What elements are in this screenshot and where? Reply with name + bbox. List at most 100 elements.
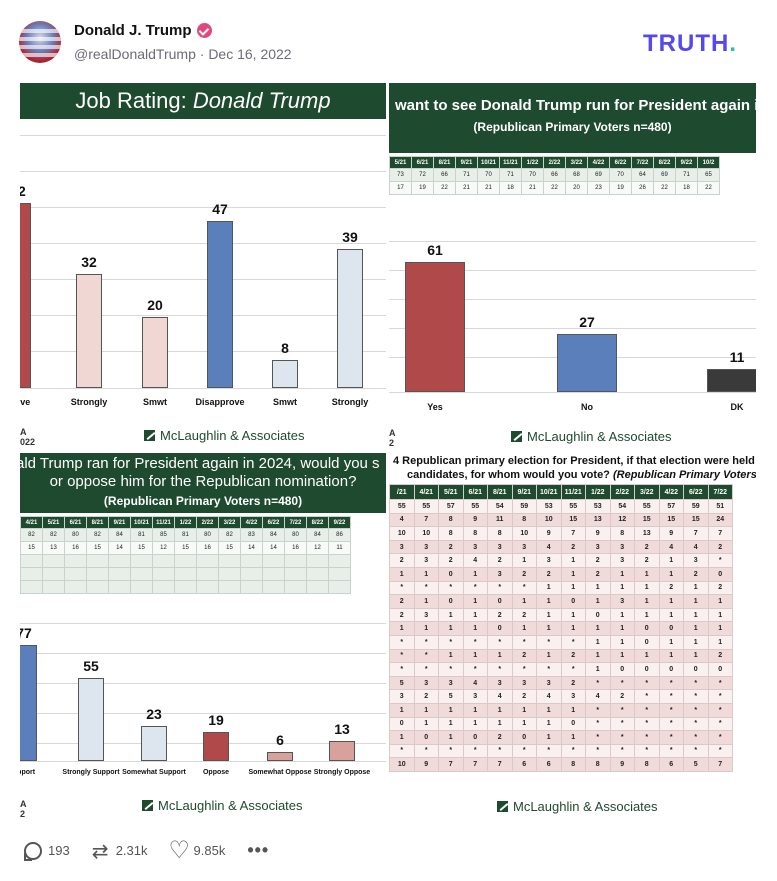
primary-cell: * [438, 580, 464, 596]
primary-cell: * [462, 662, 488, 677]
retruth-icon [92, 839, 110, 864]
trend-blank-cell [86, 554, 109, 568]
gridline [389, 299, 756, 300]
nomination-trend-table: 4/21 5/21 6/21 8/21 9/21 10/21 11/21 1/22 2/22 3/… [20, 516, 351, 594]
primary-cell: * [658, 743, 684, 759]
primary-cell: 1 [438, 621, 464, 636]
trend-blank-cell [262, 567, 285, 581]
primary-header-cell: 3/22 [634, 484, 660, 500]
retruth-button[interactable]: 2.31k [92, 839, 148, 864]
trend-blank-cell [174, 567, 197, 581]
primary-cell: * [462, 634, 488, 650]
gridline [20, 315, 386, 316]
primary-cell: 8 [511, 512, 537, 528]
trend-cell: 68 [565, 168, 588, 182]
trend-cell: 16 [196, 541, 219, 555]
primary-cell: 1 [683, 594, 709, 609]
trend-row: 17 19 22 21 21 18 21 22 20 23 19 26 22 18 22 [389, 181, 720, 195]
primary-cell: 2 [585, 553, 611, 568]
primary-row: 10 9 7 7 7 6 6 8 8 9 8 6 5 7 [389, 757, 733, 772]
gridline [20, 653, 386, 654]
bar-value-label: 11 [729, 348, 745, 365]
primary-cell: 53 [536, 499, 562, 514]
primary-cell: 1 [609, 621, 635, 636]
trend-cell: 82 [42, 528, 65, 542]
primary-cell: 2 [707, 539, 733, 555]
note-bottom: 2 [20, 809, 26, 819]
primary-table: /21 4/21 5/21 6/21 8/21 9/21 10/21 11/21 1/22 2/2… [389, 484, 733, 772]
brand-name: McLaughlin & Associates [513, 799, 658, 814]
comment-button[interactable]: 193 [24, 841, 70, 861]
author-name[interactable]: Donald J. Trump [74, 22, 192, 39]
trend-blank-cell [152, 580, 175, 594]
primary-ballot-image[interactable]: 4 Republican primary election for Presid… [389, 453, 756, 833]
comment-icon [24, 841, 42, 861]
trend-cell: 64 [631, 168, 654, 182]
primary-cell: * [413, 580, 439, 596]
trend-cell: 15 [174, 541, 197, 555]
run-again-image[interactable]: want to see Donald Trump run for Preside… [389, 83, 756, 453]
primary-cell: 4 [536, 689, 562, 704]
primary-cell: 7 [462, 757, 488, 772]
trend-blank-cell [86, 580, 109, 594]
trend-header-cell: 8/22 [653, 156, 676, 169]
primary-cell: 15 [683, 512, 709, 528]
gridline [20, 279, 386, 280]
primary-cell: 1 [438, 607, 464, 623]
primary-row: 55 55 57 55 54 59 53 55 53 54 55 57 59 51 [389, 499, 733, 514]
avatar[interactable] [19, 21, 61, 63]
truth-logo[interactable]: TRUTH. [643, 30, 737, 58]
trend-cell: 12 [306, 541, 329, 555]
primary-cell: 1 [585, 662, 611, 677]
trend-blank-cell [284, 554, 307, 568]
more-options-button[interactable]: ••• [247, 840, 270, 860]
primary-cell: 1 [438, 702, 464, 718]
primary-header-cell: 6/21 [462, 484, 488, 500]
primary-cell: 1 [585, 634, 611, 650]
primary-cell: 1 [560, 621, 586, 636]
primary-cell: * [487, 580, 513, 596]
primary-header-cell: 4/22 [658, 484, 684, 500]
primary-cell: * [609, 716, 635, 732]
trend-cell: 80 [196, 528, 219, 542]
trend-blank-cell [240, 554, 263, 568]
primary-cell: 1 [609, 634, 635, 650]
retruth-count: 2.31k [115, 843, 148, 858]
primary-cell: 1 [560, 566, 586, 582]
like-button[interactable]: 9.85k [169, 836, 226, 865]
primary-cell: 3 [609, 594, 635, 609]
author-handle[interactable]: @realDonaldTrump [74, 46, 196, 62]
primary-cell: 6 [511, 757, 537, 772]
primary-cell: 2 [634, 553, 660, 568]
primary-cell: 1 [487, 716, 513, 732]
trend-header-cell: 6/21 [64, 516, 87, 529]
brand-logo-icon [497, 801, 508, 812]
primary-cell: 4 [683, 539, 709, 555]
trend-cell: 21 [455, 181, 478, 195]
trend-blank-cell [64, 580, 87, 594]
title-line1: want to see Donald Trump run for Preside… [395, 97, 756, 114]
bar-value-label: 32 [81, 254, 97, 271]
primary-cell: 4 [658, 539, 684, 555]
nomination-image[interactable]: ald Trump ran for President again in 202… [20, 453, 386, 833]
trend-cell: 70 [477, 168, 500, 182]
primary-cell: 0 [487, 621, 513, 636]
primary-cell: * [609, 730, 635, 745]
primary-cell: 1 [438, 648, 464, 664]
trend-cell: 71 [455, 168, 478, 182]
job-rating-image[interactable]: Job Rating: Donald Trump A 022 McLaughlin… [20, 83, 386, 453]
trend-header-cell: 9/21 [455, 156, 478, 169]
primary-cell: * [389, 648, 415, 664]
trend-blank-cell [108, 580, 131, 594]
primary-cell: * [413, 648, 439, 664]
primary-cell: 1 [438, 730, 464, 745]
trend-blank-cell [218, 580, 241, 594]
primary-cell: 1 [707, 594, 733, 609]
primary-cell: 1 [560, 553, 586, 568]
primary-cell: 2 [413, 689, 439, 704]
primary-cell: 10 [413, 526, 439, 541]
primary-cell: 1 [536, 716, 562, 732]
primary-cell: 2 [585, 566, 611, 582]
post-date[interactable]: Dec 16, 2022 [208, 46, 292, 62]
